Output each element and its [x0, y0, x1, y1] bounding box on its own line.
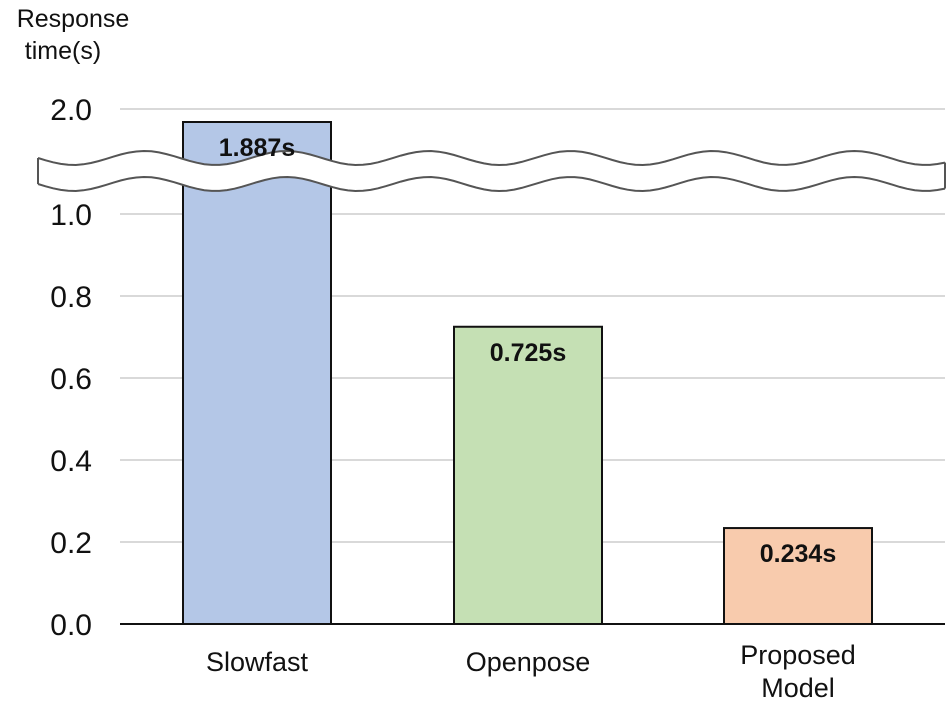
y-tick-label: 0.4: [50, 445, 92, 478]
y-axis-label: Response time(s): [17, 5, 130, 65]
bars: [182, 121, 873, 625]
bar-proposed-model: [723, 527, 873, 625]
y-axis-label-line: time(s): [25, 37, 101, 65]
data-label: 1.887s: [219, 134, 295, 162]
y-tick-label: 0.6: [50, 363, 92, 396]
y-ticks: 0.0 0.2 0.4 0.6 0.8 1.0 2.0: [50, 94, 92, 642]
category-label: Openpose: [466, 647, 591, 677]
axis-break-fill: [38, 151, 945, 191]
axis-break-band: [37, 149, 946, 193]
category-label: Proposed: [740, 640, 856, 670]
y-tick-label: 1.0: [50, 199, 92, 232]
data-labels: 1.887s 0.725s 0.234s: [219, 134, 836, 568]
data-label: 0.725s: [490, 339, 566, 367]
y-axis-label-line: Response: [17, 5, 130, 33]
y-tick-label: 0.2: [50, 527, 92, 560]
y-tick-label: 2.0: [50, 94, 92, 127]
category-label: Slowfast: [206, 647, 309, 677]
bar-slowfast: [182, 121, 332, 625]
data-label: 0.234s: [760, 540, 836, 568]
y-tick-label: 0.0: [50, 609, 92, 642]
axis-break-top-edge: [37, 149, 946, 167]
category-label: Model: [761, 673, 835, 703]
bar-openpose: [453, 325, 603, 625]
axis-break-bottom-edge: [37, 175, 946, 193]
y-tick-label: 0.8: [50, 281, 92, 314]
